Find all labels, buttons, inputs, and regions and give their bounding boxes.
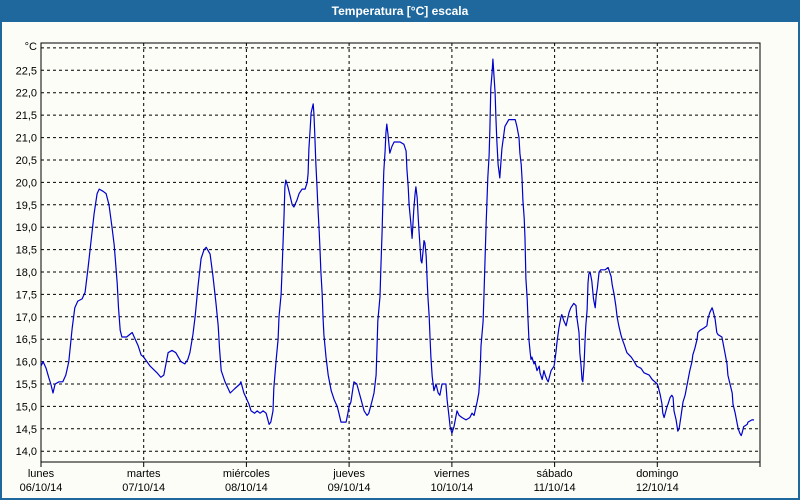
- plot-border: [40, 42, 761, 463]
- y-tick-label: 15,5: [16, 379, 37, 391]
- day-date-label: 06/10/14: [20, 482, 63, 494]
- y-tick-label: 14,0: [16, 446, 37, 458]
- y-tick-label: 14,5: [16, 424, 37, 436]
- y-tick-label: 22,0: [16, 88, 37, 100]
- y-tick-label: 19,5: [16, 200, 37, 212]
- y-tick-label: 18,0: [16, 267, 37, 279]
- y-tick-label: 20,5: [16, 155, 37, 167]
- day-date-label: 09/10/14: [328, 482, 371, 494]
- day-name-label: martes: [127, 468, 161, 480]
- temperature-line: [40, 58, 754, 437]
- day-name-label: miércoles: [223, 468, 271, 480]
- day-date-label: 08/10/14: [225, 482, 268, 494]
- window-titlebar: Temperatura [°C] escala: [0, 0, 800, 22]
- y-tick-label: 21,0: [16, 133, 37, 145]
- day-name-label: jueves: [332, 468, 365, 480]
- y-tick-label: 21,5: [16, 110, 37, 122]
- y-tick-label: 22,5: [16, 65, 37, 77]
- y-tick-label: 18,5: [16, 245, 37, 257]
- y-tick-label: 20,0: [16, 177, 37, 189]
- y-tick-label: 17,0: [16, 312, 37, 324]
- day-date-label: 10/10/14: [430, 482, 473, 494]
- y-tick-label: 16,0: [16, 357, 37, 369]
- day-name-label: viernes: [434, 468, 470, 480]
- y-tick-label: 17,5: [16, 289, 37, 301]
- day-date-label: 07/10/14: [122, 482, 165, 494]
- day-date-label: 12/10/14: [636, 482, 679, 494]
- y-axis-unit: °C: [25, 41, 37, 53]
- day-date-label: 11/10/14: [534, 482, 576, 494]
- y-tick-label: 16,5: [16, 334, 37, 346]
- window-title: Temperatura [°C] escala: [331, 4, 469, 18]
- day-name-label: sábado: [537, 468, 573, 480]
- y-tick-label: 19,0: [16, 222, 37, 234]
- day-name-label: lunes: [28, 468, 55, 480]
- day-name-label: domingo: [636, 468, 678, 480]
- y-tick-label: 15,0: [16, 401, 37, 413]
